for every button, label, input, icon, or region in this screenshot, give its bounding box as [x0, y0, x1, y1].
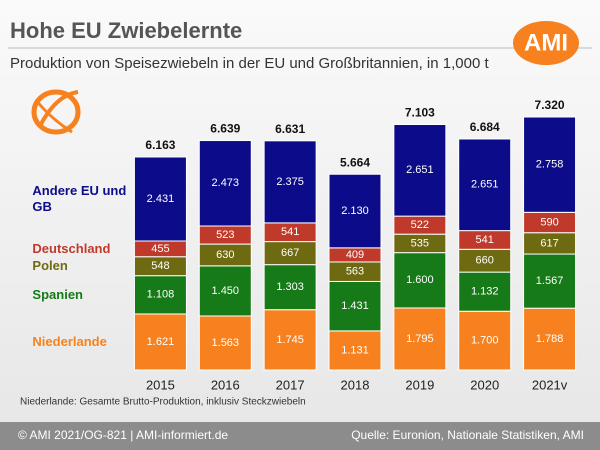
- value-label: 667: [281, 247, 299, 259]
- legend-label: Andere EU und GB: [32, 183, 127, 214]
- logo: AMI: [524, 29, 568, 56]
- value-label: 1.567: [536, 275, 564, 287]
- bar-segment: [263, 140, 317, 224]
- legend-label: Niederlande: [32, 333, 107, 349]
- total-label: 6.684: [470, 120, 500, 134]
- bar-segment: [263, 309, 317, 371]
- onion-icon: [31, 89, 81, 135]
- value-label: 1.700: [471, 335, 499, 347]
- value-label: 1.563: [212, 337, 240, 349]
- value-label: 2.375: [276, 176, 304, 188]
- legend-label: Spanien: [32, 286, 83, 302]
- value-label: 1.450: [212, 285, 240, 297]
- subtitle: Produktion von Speisezwiebeln in der EU …: [10, 55, 489, 72]
- x-tick-label: 2016: [211, 377, 240, 392]
- x-tick-label: 2017: [276, 377, 305, 392]
- value-label: 563: [346, 266, 364, 278]
- value-label: 1.795: [406, 333, 434, 345]
- value-label: 1.600: [406, 274, 434, 286]
- value-label: 535: [411, 237, 429, 249]
- bar-segment: [458, 271, 512, 312]
- bar-segment: [328, 173, 382, 249]
- footer-right: Quelle: Euronion, Nationale Statistiken,…: [351, 428, 584, 442]
- value-label: 1.788: [536, 333, 564, 345]
- footer-left: © AMI 2021/OG-821 | AMI-informiert.de: [18, 428, 228, 442]
- bar-segment: [393, 307, 447, 371]
- value-label: 2.473: [212, 177, 240, 189]
- value-label: 1.431: [341, 300, 369, 312]
- logo-badge: [513, 21, 579, 65]
- total-label: 7.103: [405, 106, 435, 120]
- value-label: 2.651: [471, 179, 499, 191]
- value-label: 541: [281, 226, 299, 238]
- bar-segment: [133, 275, 187, 315]
- value-label: 522: [411, 219, 429, 231]
- value-label: 660: [476, 255, 494, 267]
- value-label: 1.132: [471, 286, 499, 298]
- bar-segment: [198, 265, 252, 317]
- x-tick-label: 2018: [341, 377, 370, 392]
- legend-label: Deutschland: [32, 240, 111, 256]
- value-label: 409: [346, 249, 364, 261]
- bar-segment: [393, 124, 447, 217]
- x-tick-label: 2021v: [532, 377, 568, 392]
- value-label: 590: [540, 216, 558, 228]
- value-label: 541: [476, 234, 494, 246]
- x-tick-label: 2020: [470, 377, 499, 392]
- total-label: 6.631: [275, 122, 305, 136]
- value-label: 617: [540, 237, 558, 249]
- total-label: 7.320: [535, 98, 565, 112]
- value-label: 1.621: [147, 336, 175, 348]
- bar-segment: [133, 313, 187, 371]
- bar-segment: [328, 330, 382, 371]
- x-tick-label: 2019: [405, 377, 434, 392]
- legend-label: Polen: [32, 258, 68, 274]
- bar-segment: [133, 156, 187, 242]
- value-label: 1.108: [147, 289, 175, 301]
- bar-segment: [263, 264, 317, 311]
- value-label: 2.431: [147, 193, 175, 205]
- bar-segment: [523, 116, 577, 213]
- value-label: 548: [151, 260, 169, 272]
- value-label: 1.745: [276, 334, 304, 346]
- value-label: 523: [216, 229, 234, 241]
- note: Niederlande: Gesamte Brutto-Produktion, …: [20, 397, 306, 408]
- total-label: 6.163: [145, 138, 175, 152]
- footer-bar: [0, 422, 600, 450]
- value-label: 455: [151, 243, 169, 255]
- bar-segment: [458, 310, 512, 371]
- value-label: 2.758: [536, 159, 564, 171]
- x-tick-label: 2015: [146, 377, 175, 392]
- bar-segment: [328, 280, 382, 332]
- value-label: 2.651: [406, 164, 434, 176]
- value-label: 1.131: [341, 344, 369, 356]
- bar-segment: [393, 252, 447, 309]
- total-label: 5.664: [340, 155, 370, 169]
- total-label: 6.639: [210, 122, 240, 136]
- value-label: 1.303: [276, 281, 304, 293]
- bar-segment: [523, 307, 577, 371]
- chart-title: Hohe EU Zwiebelernte: [10, 18, 242, 43]
- bar-segment: [198, 315, 252, 371]
- bar-segment: [458, 138, 512, 232]
- value-label: 630: [216, 249, 234, 261]
- value-label: 2.130: [341, 205, 369, 217]
- bar-segment: [198, 140, 252, 227]
